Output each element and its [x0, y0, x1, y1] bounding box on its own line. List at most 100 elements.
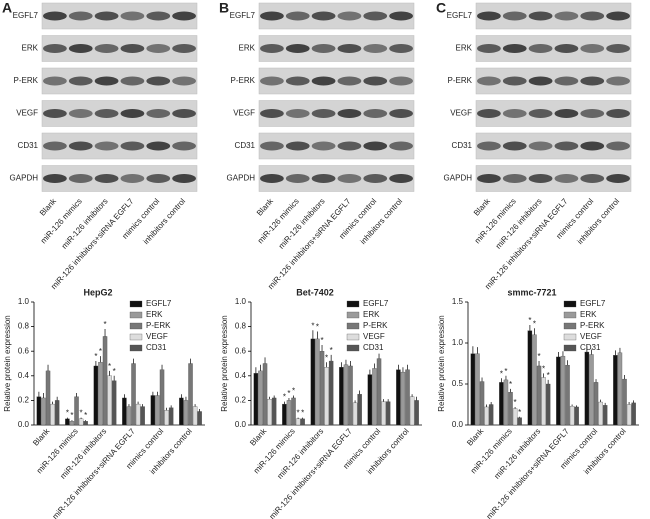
bar	[98, 362, 103, 426]
blot-band	[311, 174, 336, 183]
blot-band	[285, 141, 310, 151]
blot-band	[146, 76, 171, 86]
protein-label: GAPDH	[444, 174, 473, 183]
bar	[78, 418, 84, 426]
legend-label: EGFL7	[363, 299, 389, 308]
blot-band	[528, 76, 553, 86]
blot-band	[580, 44, 605, 53]
legend-swatch	[346, 333, 360, 341]
blot-band	[389, 44, 413, 53]
blot-band	[43, 76, 67, 86]
protein-label: VEGF	[233, 109, 255, 118]
blot-band	[120, 109, 145, 118]
blot-strip	[258, 2, 415, 30]
bar	[598, 401, 603, 426]
y-tick-label: 0.8	[18, 322, 30, 331]
protein-label: GAPDH	[10, 174, 39, 183]
bar	[291, 397, 296, 426]
blot-band	[337, 174, 362, 183]
blot-strip	[258, 100, 415, 127]
bar	[536, 365, 542, 426]
y-tick-label: 0.5	[452, 379, 464, 388]
legend-swatch	[346, 300, 360, 308]
bar	[188, 363, 193, 426]
bar	[488, 404, 494, 426]
legend-swatch	[346, 311, 360, 319]
blot-band	[528, 11, 553, 21]
protein-label: P-ERK	[448, 76, 473, 85]
blot-band	[363, 109, 388, 118]
bar	[367, 374, 373, 426]
blot-band	[43, 141, 67, 151]
legend-swatch	[563, 311, 577, 319]
significance: *	[533, 319, 536, 328]
protein-label: CD31	[235, 141, 256, 150]
blot-band	[68, 174, 93, 183]
blot-band	[120, 141, 145, 151]
bar	[475, 353, 480, 426]
significance: *	[537, 352, 540, 361]
blot-band	[68, 141, 93, 151]
bar	[400, 371, 406, 426]
significance: *	[504, 367, 507, 376]
bar	[617, 352, 623, 426]
protein-label: EGFL7	[13, 11, 39, 20]
blot-band	[260, 76, 284, 86]
bar	[503, 379, 509, 426]
blot-band	[389, 174, 413, 183]
bar	[545, 383, 551, 426]
legend-label: ERK	[363, 310, 380, 319]
bar	[405, 369, 410, 426]
blot-band	[285, 76, 310, 86]
blot-band	[94, 174, 119, 183]
blot-band	[337, 141, 362, 151]
blot-band	[363, 76, 388, 86]
x-tick-label: Blank	[248, 426, 269, 448]
bar	[381, 401, 386, 426]
bar	[126, 406, 132, 426]
blot-strip	[475, 132, 632, 160]
blot-band	[502, 109, 527, 118]
blot-band	[146, 11, 171, 21]
blot-strip	[41, 35, 198, 62]
bar	[271, 397, 277, 426]
legend-swatch	[563, 344, 577, 352]
protein-label: EGFL7	[230, 11, 256, 20]
bar	[569, 405, 575, 426]
significance: *	[514, 398, 517, 407]
protein-label: CD31	[18, 141, 39, 150]
bar	[69, 421, 75, 426]
bar	[159, 369, 165, 426]
blot-band	[94, 76, 119, 86]
bar	[372, 368, 377, 426]
blot-band	[477, 141, 501, 151]
significance: *	[518, 408, 521, 417]
blot-band	[606, 44, 630, 53]
legend-swatch	[346, 322, 360, 330]
bar	[179, 397, 184, 426]
y-tick-label: 0.4	[235, 371, 247, 380]
significance: *	[287, 389, 290, 398]
blot-band	[260, 141, 284, 151]
blot-band	[43, 44, 67, 53]
significance: *	[509, 380, 512, 389]
significance: *	[113, 367, 116, 376]
blot-band	[580, 109, 605, 118]
bar	[479, 381, 485, 426]
significance: *	[547, 371, 550, 380]
bar	[602, 405, 608, 426]
blot-band	[172, 109, 196, 118]
blot-band	[528, 44, 553, 53]
bar	[131, 363, 136, 426]
blot-band	[502, 76, 527, 86]
bar	[164, 410, 169, 426]
bar	[111, 380, 117, 426]
blot-band	[146, 109, 171, 118]
bar	[560, 355, 566, 426]
bar	[508, 392, 513, 426]
y-tick-label: 0.4	[18, 371, 30, 380]
protein-label: CD31	[452, 141, 473, 150]
bar	[499, 382, 504, 426]
protein-label: ERK	[239, 44, 256, 53]
blot-band	[285, 44, 310, 53]
